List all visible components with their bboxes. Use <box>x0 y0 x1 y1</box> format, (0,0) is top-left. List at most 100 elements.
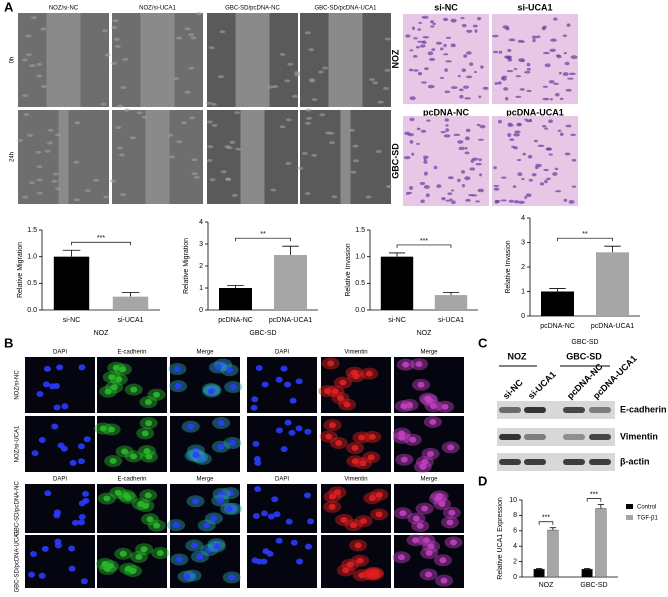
cell <box>445 124 449 127</box>
nucleus <box>250 404 258 411</box>
nucleus <box>367 454 375 461</box>
cell <box>423 185 430 189</box>
nucleus <box>275 427 283 434</box>
band <box>499 434 521 440</box>
column-label: pcDNA-UCA1 <box>506 107 564 117</box>
cell <box>464 97 471 100</box>
cell <box>184 27 191 31</box>
nucleus <box>77 443 85 450</box>
nucleus <box>354 542 362 549</box>
cell <box>555 92 560 97</box>
cell <box>420 129 427 133</box>
cell <box>270 188 277 192</box>
cell <box>515 95 522 98</box>
row-label: GBC-SD <box>390 143 400 179</box>
cell <box>111 26 118 30</box>
x-tick-label: GBC-SD <box>580 582 607 589</box>
cell <box>348 128 355 132</box>
cell <box>47 128 54 132</box>
nucleus <box>38 436 46 443</box>
nucleus <box>141 430 149 437</box>
cell <box>104 53 111 57</box>
nucleus <box>290 539 298 546</box>
cell <box>427 84 435 89</box>
nucleus <box>289 397 297 404</box>
cell <box>173 77 180 81</box>
band-label: E-cadherin <box>620 404 667 414</box>
column-label: Merge <box>196 350 214 356</box>
cell <box>372 81 379 85</box>
cell <box>25 34 32 38</box>
cell <box>311 98 318 102</box>
cell <box>119 193 126 197</box>
cell <box>518 58 525 63</box>
y-tick-label: 2 <box>513 558 517 565</box>
nucleus <box>254 486 262 493</box>
nucleus <box>350 369 358 376</box>
cell <box>528 178 533 182</box>
cell <box>548 119 554 124</box>
cell <box>54 187 61 191</box>
nucleus <box>398 434 406 441</box>
nucleus <box>368 495 376 502</box>
nucleus <box>172 522 180 529</box>
nucleus <box>121 448 129 455</box>
cell <box>423 160 428 164</box>
cell <box>100 102 107 106</box>
cell <box>304 192 311 196</box>
nucleus <box>145 453 153 460</box>
nucleus <box>53 509 61 516</box>
scratch <box>328 13 363 107</box>
nucleus <box>153 391 161 398</box>
cell <box>129 136 136 140</box>
cell <box>508 199 515 203</box>
cell <box>570 55 578 60</box>
nucleus <box>415 361 423 368</box>
cell <box>136 111 143 115</box>
cell <box>416 127 421 131</box>
nucleus <box>103 495 111 502</box>
band <box>524 434 546 440</box>
nucleus <box>153 522 161 529</box>
cell <box>325 131 332 135</box>
cell <box>440 130 446 134</box>
column-label: GBC-SD/pcDNA-NC <box>225 6 280 12</box>
cell <box>531 35 538 39</box>
cell <box>301 151 308 155</box>
cell <box>475 162 482 166</box>
cell <box>472 24 478 28</box>
cell <box>73 198 80 202</box>
nucleus <box>441 403 449 410</box>
nucleus <box>252 513 260 520</box>
nucleus <box>340 516 348 523</box>
cell <box>564 152 571 156</box>
nucleus <box>357 434 365 441</box>
nucleus <box>29 550 37 557</box>
cell <box>563 198 568 202</box>
x-tick-label: si-NC <box>63 317 81 324</box>
cell <box>449 198 453 202</box>
cell <box>17 138 24 142</box>
x-tick-label: pcDNA-NC <box>540 323 575 330</box>
cell <box>524 196 528 199</box>
cell <box>513 133 520 137</box>
cell <box>504 55 510 59</box>
bar <box>547 529 559 578</box>
nucleus <box>54 542 62 549</box>
nucleus <box>174 383 182 390</box>
nucleus <box>417 381 425 388</box>
group-label: NOZ <box>508 351 528 361</box>
cell <box>409 117 415 122</box>
cell <box>117 104 124 108</box>
column-label: Merge <box>420 350 438 356</box>
cell <box>459 94 464 99</box>
cell <box>447 192 453 196</box>
nucleus <box>260 510 268 517</box>
nucleus <box>228 574 236 581</box>
cell <box>109 179 116 183</box>
cell <box>294 71 301 75</box>
cell <box>322 66 329 70</box>
nucleus <box>72 519 80 526</box>
nucleus <box>351 445 359 452</box>
nucleus <box>119 550 127 557</box>
